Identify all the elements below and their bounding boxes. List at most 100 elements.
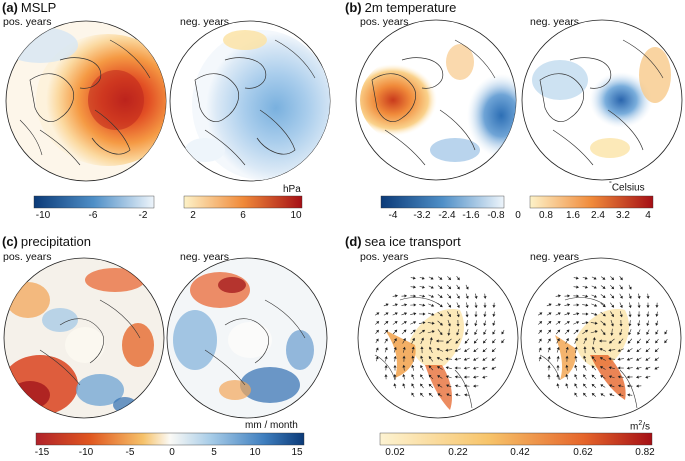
ice-vector-arrowhead bbox=[403, 329, 407, 333]
ice-vector-arrowhead bbox=[384, 356, 388, 359]
ice-vector-arrowhead bbox=[626, 384, 630, 388]
ice-vector-arrowhead bbox=[556, 374, 560, 377]
ice-vector-arrowhead bbox=[585, 312, 589, 316]
ice-vector-arrowhead bbox=[591, 365, 595, 369]
ice-vector-arrowhead bbox=[439, 286, 443, 289]
ice-vector-arrowhead bbox=[600, 384, 604, 388]
ice-vector-arrowhead bbox=[439, 332, 443, 336]
ice-vector-arrowhead bbox=[385, 303, 389, 307]
panel-b-tick: 4 bbox=[645, 210, 651, 221]
panel-a-maps bbox=[5, 20, 331, 209]
ice-vector-arrowhead bbox=[394, 329, 398, 333]
ice-vector-arrowhead bbox=[574, 364, 578, 368]
ice-vector-arrowhead bbox=[413, 285, 416, 289]
ice-vector-arrowhead bbox=[627, 340, 631, 344]
ice-vector-arrowhead bbox=[619, 295, 623, 299]
ice-vector-arrowhead bbox=[465, 286, 469, 290]
ice-vector-arrowhead bbox=[628, 286, 632, 290]
ice-vector-arrowhead bbox=[627, 393, 630, 397]
ice-vector-arrowhead bbox=[456, 314, 460, 318]
ice-vector-arrowhead bbox=[635, 375, 639, 379]
ice-vector-arrowhead bbox=[565, 346, 569, 350]
ice-vector-arrowhead bbox=[394, 303, 398, 307]
ice-vector-arrowhead bbox=[473, 357, 477, 361]
ice-vector-arrowhead bbox=[492, 340, 495, 344]
ice-vector-arrowhead bbox=[611, 295, 615, 299]
ice-vector-arrowhead bbox=[575, 337, 578, 341]
ice-vector-arrowhead bbox=[465, 305, 469, 309]
panel-c-unit: mm / month bbox=[245, 420, 298, 431]
ice-vector-arrowhead bbox=[664, 331, 668, 335]
ice-vector-arrowhead bbox=[617, 384, 621, 388]
ice-vector-arrowhead bbox=[411, 392, 415, 396]
panel-d-tick: 0.02 bbox=[385, 447, 405, 458]
ice-vector-arrowhead bbox=[619, 332, 623, 336]
ice-vector-arrowhead bbox=[576, 294, 580, 298]
ice-vector-arrowhead bbox=[482, 366, 486, 370]
ice-vector-arrowhead bbox=[585, 329, 589, 333]
ice-vector-arrowhead bbox=[619, 286, 623, 290]
ice-vector-arrowhead bbox=[574, 346, 578, 350]
ice-vector-arrowhead bbox=[501, 331, 505, 335]
ice-vector-arrowhead bbox=[422, 303, 426, 307]
ice-vector-arrowhead bbox=[583, 346, 587, 349]
ice-vector-arrowhead bbox=[474, 314, 478, 318]
ice-vector-arrowhead bbox=[602, 276, 606, 280]
ice-vector-arrowhead bbox=[619, 323, 623, 327]
temp-neg-map bbox=[521, 19, 683, 181]
panel-d-unit: m2/s bbox=[630, 420, 651, 433]
ice-vector-arrowhead bbox=[463, 375, 467, 379]
panel-b-tick: -3.2 bbox=[413, 210, 431, 221]
ice-vector-arrowhead bbox=[583, 392, 586, 396]
panel-a-title: (a) MSLP bbox=[2, 0, 57, 15]
ice-vector-arrowhead bbox=[411, 383, 415, 387]
panel-c-tick: 0 bbox=[169, 447, 175, 458]
ice-vector-arrowhead bbox=[436, 348, 440, 351]
ice-vector-arrowhead bbox=[636, 349, 640, 353]
ice-vector-arrowhead bbox=[455, 340, 459, 344]
ice-vector-arrowhead bbox=[456, 295, 460, 299]
ice-vector-arrowhead bbox=[594, 312, 598, 316]
ice-vector-arrowhead bbox=[474, 332, 478, 336]
ice-vector-arrowhead bbox=[602, 322, 606, 326]
ice-vector-arrowhead bbox=[591, 374, 595, 378]
ice-vector-arrowhead bbox=[609, 384, 613, 388]
ice-vector-arrowhead bbox=[646, 331, 650, 335]
ice-vector-arrowhead bbox=[637, 305, 641, 309]
panel-b-tick: -0.8 bbox=[487, 210, 505, 221]
ice-vector-arrowhead bbox=[420, 374, 423, 378]
temp-colorbar-neg bbox=[380, 195, 505, 209]
ice-vector-arrowhead bbox=[464, 349, 468, 352]
ice-vector-arrowhead bbox=[455, 393, 459, 397]
ice-vector-arrowhead bbox=[393, 383, 397, 387]
panel-b-tick: -2.4 bbox=[438, 210, 456, 221]
ice-vector-arrowhead bbox=[376, 321, 380, 324]
panel-b-neg-label: neg. years bbox=[530, 16, 580, 28]
ice-vector-arrowhead bbox=[637, 323, 641, 327]
panel-c-pos-label: pos. years bbox=[3, 251, 52, 263]
ice-vector-arrowhead bbox=[539, 321, 543, 324]
ice-vector-arrowhead bbox=[646, 323, 650, 327]
ice-vector-arrowhead bbox=[403, 321, 407, 324]
ice-vector-arrowhead bbox=[585, 321, 589, 325]
ice-vector-arrowhead bbox=[445, 375, 449, 379]
ice-vector-arrowhead bbox=[463, 357, 467, 361]
ice-vector-arrowhead bbox=[465, 295, 469, 299]
ice-vector-arrowhead bbox=[431, 330, 435, 334]
panel-d-title: (d) sea ice transport bbox=[345, 234, 461, 249]
ice-vector-arrowhead bbox=[463, 366, 467, 370]
ice-vector-arrowhead bbox=[491, 357, 495, 361]
panel-c-tick: 5 bbox=[211, 447, 217, 458]
ice-vector-arrowhead bbox=[575, 276, 579, 280]
ice-vector-arrowhead bbox=[538, 347, 542, 351]
ice-vector-arrowhead bbox=[411, 346, 415, 350]
panel-b-tick: 0 bbox=[515, 210, 521, 221]
ice-vector-arrowhead bbox=[376, 329, 379, 333]
ice-vector-arrowhead bbox=[608, 357, 612, 361]
ice-vector-arrowhead bbox=[583, 355, 587, 359]
ice-vector-arrowhead bbox=[626, 357, 630, 361]
panel-c-tick: 10 bbox=[249, 447, 261, 458]
ice-vector-arrowhead bbox=[576, 303, 580, 307]
ice-vector-arrowhead bbox=[428, 393, 432, 396]
ice-vector-arrowhead bbox=[403, 337, 406, 342]
